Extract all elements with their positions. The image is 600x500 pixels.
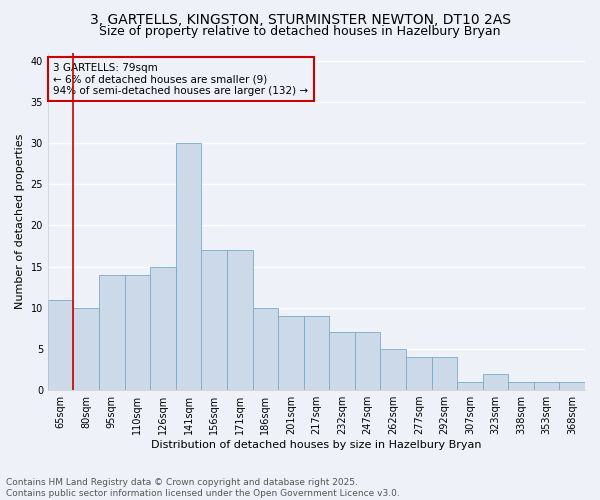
Bar (99, 275, 125, 390)
Bar (482, 374, 508, 390)
Bar (534, 382, 559, 390)
Bar (304, 316, 329, 390)
Bar (457, 382, 482, 390)
Text: 3 GARTELLS: 79sqm
← 6% of detached houses are smaller (9)
94% of semi-detached h: 3 GARTELLS: 79sqm ← 6% of detached house… (53, 62, 308, 96)
Bar (73, 308, 99, 390)
Bar (150, 266, 176, 390)
Bar (202, 250, 227, 390)
X-axis label: Distribution of detached houses by size in Hazelbury Bryan: Distribution of detached houses by size … (151, 440, 482, 450)
Bar (48, 300, 73, 390)
Bar (431, 357, 457, 390)
Bar (227, 250, 253, 390)
Bar (406, 357, 431, 390)
Text: Contains HM Land Registry data © Crown copyright and database right 2025.
Contai: Contains HM Land Registry data © Crown c… (6, 478, 400, 498)
Y-axis label: Number of detached properties: Number of detached properties (15, 134, 25, 309)
Bar (355, 332, 380, 390)
Bar (125, 275, 150, 390)
Bar (559, 382, 585, 390)
Text: Size of property relative to detached houses in Hazelbury Bryan: Size of property relative to detached ho… (99, 25, 501, 38)
Bar (329, 332, 355, 390)
Bar (380, 349, 406, 390)
Bar (253, 308, 278, 390)
Bar (278, 316, 304, 390)
Bar (508, 382, 534, 390)
Bar (176, 143, 202, 390)
Text: 3, GARTELLS, KINGSTON, STURMINSTER NEWTON, DT10 2AS: 3, GARTELLS, KINGSTON, STURMINSTER NEWTO… (89, 12, 511, 26)
